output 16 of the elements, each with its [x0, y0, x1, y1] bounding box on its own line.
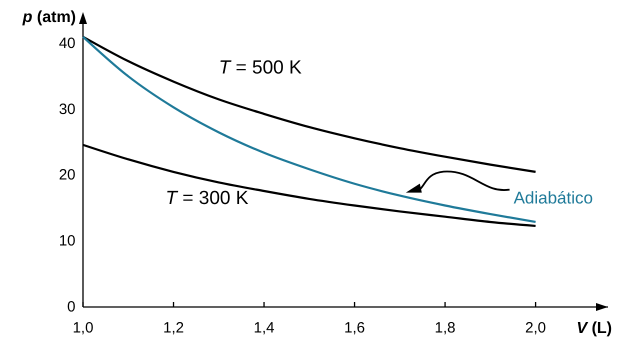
y-tick-label: 10: [58, 232, 76, 250]
x-axis-title: V (L): [576, 320, 612, 337]
x-tick-label: 1,6: [344, 320, 365, 336]
series-label: T = 300 K: [166, 188, 249, 209]
y-tick-label: 0: [67, 298, 76, 316]
x-tick-label: 2,0: [525, 320, 546, 336]
series-label: Adiabático: [514, 188, 593, 208]
y-tick-label: 30: [58, 100, 76, 118]
y-axis-title: p (atm): [22, 9, 76, 26]
y-tick-label: 20: [58, 166, 76, 184]
series-label: T = 500 K: [218, 57, 302, 78]
x-tick-label: 1,2: [163, 320, 184, 336]
y-tick-label: 40: [58, 34, 76, 52]
x-tick-label: 1,4: [254, 320, 274, 336]
x-tick-label: 1,0: [72, 320, 94, 336]
x-tick-label: 1,8: [434, 320, 456, 336]
